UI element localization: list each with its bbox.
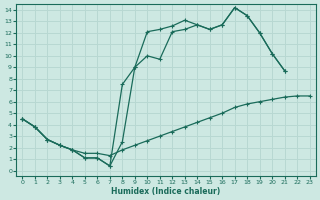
X-axis label: Humidex (Indice chaleur): Humidex (Indice chaleur): [111, 187, 221, 196]
